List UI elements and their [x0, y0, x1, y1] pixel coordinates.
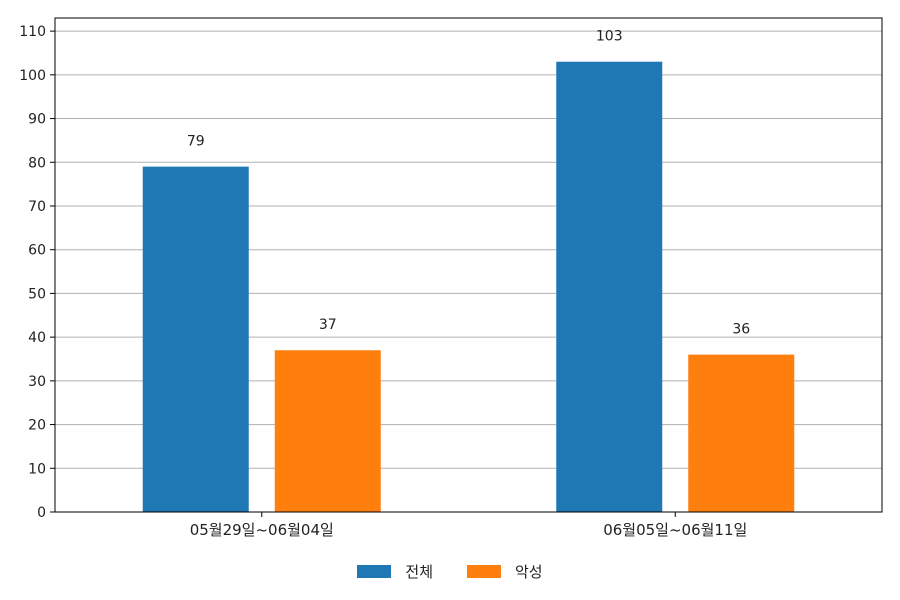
- x-tick-label: 05월29일~06월04일: [190, 521, 334, 539]
- legend-item-malicious: 악성: [467, 561, 543, 582]
- bar-value-label: 79: [187, 134, 205, 150]
- legend-label-malicious: 악성: [515, 562, 543, 581]
- x-tick-label: 06월05일~06월11일: [603, 521, 747, 539]
- y-tick-label: 10: [28, 461, 46, 477]
- legend: 전체 악성: [0, 558, 900, 584]
- y-tick-label: 70: [28, 199, 46, 215]
- y-tick-label: 100: [19, 68, 46, 84]
- y-tick-label: 20: [28, 418, 46, 434]
- bar-value-label: 36: [732, 322, 750, 338]
- y-tick-label: 110: [19, 24, 46, 40]
- y-tick-label: 30: [28, 374, 46, 390]
- bars: [142, 61, 795, 513]
- bar: [688, 354, 795, 512]
- y-tick-label: 80: [28, 155, 46, 171]
- y-tick-label: 50: [28, 286, 46, 302]
- plot-frame: [54, 17, 883, 513]
- bar: [556, 61, 663, 512]
- bar-value-label: 37: [319, 317, 337, 333]
- bar: [142, 166, 249, 513]
- data-labels: 79 37 103 36: [187, 29, 750, 338]
- y-tick-label: 0: [37, 505, 46, 521]
- y-tick-label: 40: [28, 330, 46, 346]
- legend-label-total: 전체: [405, 562, 433, 581]
- y-tick-label: 60: [28, 243, 46, 259]
- legend-swatch-total: [357, 564, 392, 578]
- legend-swatch-malicious: [467, 564, 501, 578]
- bar-chart-svg: 79 37 103 36 0 10 20 30 40 50 60 70 80 90 100 110 05월29…: [19, 17, 883, 539]
- bar: [274, 350, 381, 512]
- bar-value-label: 103: [596, 29, 623, 45]
- y-tick-label: 90: [28, 112, 46, 128]
- axes: 0 10 20 30 40 50 60 70 80 90 100 110 05월29일~06월04일 06…: [19, 17, 883, 539]
- legend-item-total: 전체: [357, 561, 433, 582]
